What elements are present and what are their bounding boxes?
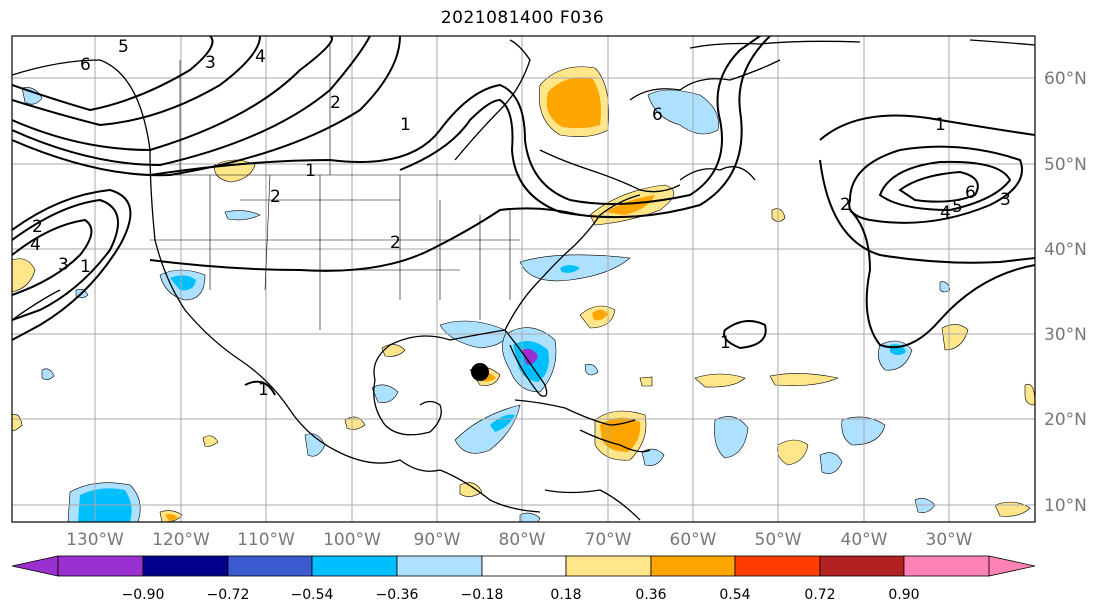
colorbar-bin bbox=[57, 555, 144, 577]
contour-label: 2 bbox=[390, 233, 401, 253]
contour-label: 5 bbox=[118, 37, 129, 57]
lon-label: 50°W bbox=[755, 530, 802, 550]
contour-label: 1 bbox=[80, 257, 91, 277]
contour-label: 3 bbox=[205, 53, 216, 73]
contour-label: 6 bbox=[652, 105, 663, 125]
contour-label: 1 bbox=[400, 115, 411, 135]
contour-label: 4 bbox=[940, 203, 951, 223]
contour-label: 3 bbox=[58, 255, 69, 275]
contour-label: 4 bbox=[30, 235, 41, 255]
contour-label: 2 bbox=[330, 93, 341, 113]
lat-label: 30°N bbox=[1044, 325, 1087, 345]
contour-label: 1 bbox=[935, 115, 946, 135]
colorbar-tick-label: −0.54 bbox=[291, 587, 334, 603]
lon-label: 60°W bbox=[670, 530, 717, 550]
lon-label: 110°W bbox=[237, 530, 295, 550]
map-frame bbox=[11, 35, 1036, 523]
colorbar-extend-low bbox=[11, 555, 59, 577]
lon-label: 40°W bbox=[841, 530, 888, 550]
lon-label: 70°W bbox=[585, 530, 632, 550]
contour-label: 2 bbox=[270, 187, 281, 207]
colorbar-bin bbox=[903, 555, 990, 577]
contour-label: 3 bbox=[1000, 190, 1011, 210]
contour-labels: 6 5 3 4 1 2 2 1 2 1 6 2 4 5 6 3 1 2 4 3 … bbox=[30, 37, 1011, 400]
contour-label: 2 bbox=[840, 195, 851, 215]
colorbar-bin bbox=[819, 555, 905, 577]
contour-label: 5 bbox=[952, 197, 963, 217]
lon-label: 120°W bbox=[152, 530, 210, 550]
contour-label: 1 bbox=[720, 333, 731, 353]
colorbar-extend-high bbox=[988, 555, 1036, 577]
colorbar-ticks: −0.90 −0.72 −0.54 −0.36 −0.18 0.18 0.36 … bbox=[122, 587, 920, 603]
state-borders bbox=[150, 45, 520, 330]
colorbar-bin bbox=[311, 555, 398, 577]
lat-label: 60°N bbox=[1044, 69, 1087, 89]
lon-label: 80°W bbox=[499, 530, 546, 550]
latitude-labels: 60°N 50°N 40°N 30°N 20°N 10°N bbox=[1044, 69, 1087, 516]
colorbar-tick-label: −0.18 bbox=[461, 587, 504, 603]
lon-label: 130°W bbox=[66, 530, 124, 550]
colorbar-tick-label: −0.72 bbox=[207, 587, 250, 603]
contours bbox=[12, 36, 1035, 396]
colorbar-tick-label: 0.18 bbox=[550, 587, 581, 603]
storm-center-marker bbox=[471, 363, 489, 381]
colorbar-tick-label: −0.36 bbox=[376, 587, 419, 603]
lat-label: 20°N bbox=[1044, 410, 1087, 430]
colorbar-tick-label: 0.72 bbox=[804, 587, 835, 603]
contour-label: 2 bbox=[32, 217, 43, 237]
contour-label: 4 bbox=[255, 47, 266, 67]
colorbar-tick-label: 0.54 bbox=[719, 587, 750, 603]
lat-label: 40°N bbox=[1044, 240, 1087, 260]
colorbar-bin bbox=[565, 555, 652, 577]
coastlines bbox=[12, 39, 1035, 521]
colorbar-bin bbox=[650, 555, 736, 577]
contour-label: 1 bbox=[305, 161, 316, 181]
colorbar bbox=[11, 555, 1036, 577]
lat-label: 50°N bbox=[1044, 155, 1087, 175]
contour-label: 6 bbox=[80, 55, 91, 75]
map-title: 2021081400 F036 bbox=[440, 8, 605, 28]
colorbar-bin bbox=[481, 555, 567, 577]
colorbar-tick-label: 0.36 bbox=[635, 587, 666, 603]
lon-label: 30°W bbox=[926, 530, 973, 550]
colorbar-bin bbox=[142, 555, 229, 577]
colorbar-bin bbox=[227, 555, 313, 577]
colorbar-tick-label: −0.90 bbox=[122, 587, 165, 603]
contour-label: 6 bbox=[965, 183, 976, 203]
lon-label: 100°W bbox=[323, 530, 381, 550]
longitude-labels: 130°W 120°W 110°W 100°W 90°W 80°W 70°W 6… bbox=[66, 530, 973, 550]
lat-label: 10°N bbox=[1044, 496, 1087, 516]
lon-label: 90°W bbox=[414, 530, 461, 550]
colorbar-tick-label: 0.90 bbox=[888, 587, 919, 603]
graticule bbox=[12, 36, 1035, 522]
anomaly-fills bbox=[12, 66, 1035, 522]
colorbar-bin bbox=[734, 555, 821, 577]
contour-label: 1 bbox=[258, 380, 269, 400]
colorbar-bin bbox=[396, 555, 483, 577]
